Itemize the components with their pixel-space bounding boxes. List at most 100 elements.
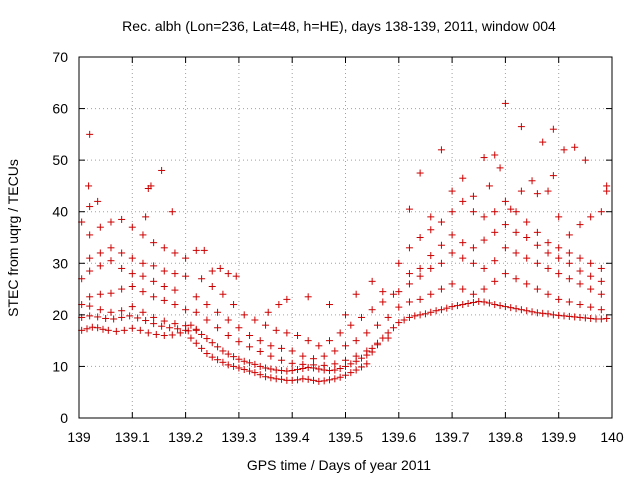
data-point [240,311,248,319]
data-point [459,285,467,293]
data-point [416,272,424,280]
data-point [203,316,211,324]
data-point [230,362,238,370]
x-tick-label: 139.3 [221,429,256,445]
data-point [533,309,541,317]
data-point [118,285,126,293]
y-tick-label: 20 [52,307,68,323]
data-point [464,300,472,308]
data-point [94,313,102,321]
data-point [160,267,168,275]
data-point [459,301,467,309]
data-point [565,249,573,257]
data-point [560,312,568,320]
data-point [160,317,168,325]
data-point [517,187,525,195]
data-point [368,277,376,285]
data-point [246,367,254,375]
y-tick-label: 10 [52,358,68,374]
data-point [555,254,563,262]
data-point [128,282,136,290]
data-point [139,231,147,239]
data-point [187,334,195,342]
data-point [139,272,147,280]
data-point [251,360,259,368]
data-point [160,282,168,290]
data-point [230,301,238,309]
data-point [85,182,93,190]
data-point [224,270,232,278]
data-point [128,270,136,278]
data-point [299,360,307,368]
data-point [501,303,509,311]
data-point [158,322,166,330]
chart-title: Rec. albh (Lon=236, Lat=48, h=HE), days … [122,18,556,34]
data-point [544,239,552,247]
data-point [555,270,563,278]
data-point [528,308,536,316]
data-point [352,290,360,298]
data-point [469,259,477,267]
data-point [512,305,520,313]
data-point [216,264,224,272]
data-point [288,367,296,375]
data-point [331,347,339,355]
data-point [224,316,232,324]
data-point [437,241,445,249]
data-point [549,125,557,133]
data-point [219,347,227,355]
data-point [256,337,264,345]
data-point [150,277,158,285]
y-tick-label: 40 [52,204,68,220]
data-point [278,367,286,375]
data-point [118,307,126,315]
data-point [166,324,174,332]
data-point [203,301,211,309]
data-point [555,213,563,221]
data-point [384,329,392,337]
data-point [331,360,339,368]
data-point [182,322,190,330]
data-point [102,314,110,322]
data-point [576,221,584,229]
data-point [235,338,243,346]
data-point [315,342,323,350]
data-point [203,335,211,343]
data-point [437,306,445,314]
data-point [171,301,179,309]
data-point [480,154,488,162]
data-point [320,352,328,360]
data-point [304,293,312,301]
data-point [144,329,152,337]
data-point [118,249,126,257]
data-point [480,298,488,306]
data-point [453,302,461,310]
data-point [501,221,509,229]
data-point [501,197,509,205]
data-point [192,246,200,254]
data-point [448,208,456,216]
data-point [405,298,413,306]
data-point [182,254,190,262]
data-point [134,314,142,322]
data-point [128,223,136,231]
data-point [256,362,264,370]
data-point [342,356,349,364]
data-point [512,208,520,216]
data-point [294,331,302,339]
data-point [208,339,216,347]
data-point [512,249,520,257]
data-point [152,330,160,338]
data-point [142,317,150,325]
data-point [576,301,584,309]
axis-ticks [78,56,613,419]
data-point [416,264,424,272]
data-point [523,307,531,315]
data-point [96,290,104,298]
data-point [576,280,584,288]
data-point [304,337,312,345]
data-point [94,324,102,332]
data-point [331,366,339,374]
data-point [267,342,275,350]
